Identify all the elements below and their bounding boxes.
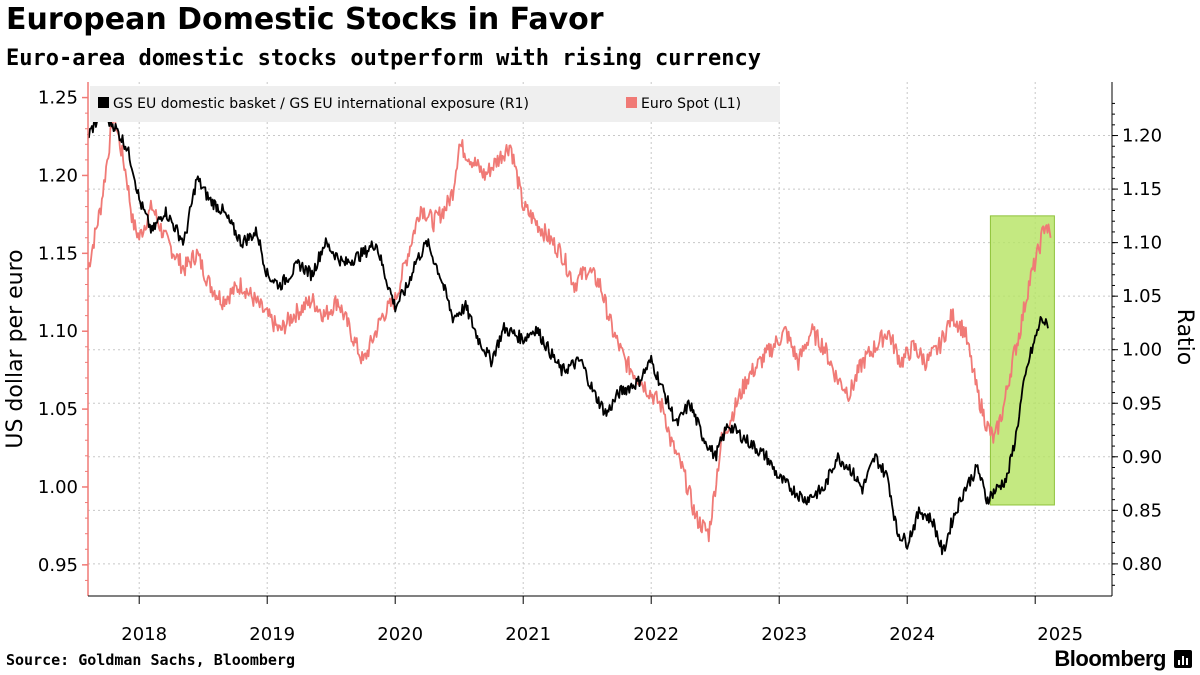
left-tick-label-6: 0.95 (38, 555, 78, 576)
x-tick-label-2: 2020 (377, 624, 423, 645)
legend-label-gs-ratio: GS EU domestic basket / GS EU internatio… (113, 96, 529, 112)
left-axis-title: US dollar per euro (3, 249, 28, 448)
source-note: Source: Goldman Sachs, Bloomberg (6, 651, 295, 669)
x-tick-label-4: 2022 (633, 624, 679, 645)
left-tick-label-1: 1.20 (38, 165, 78, 186)
brand-logo: Bloomberg (1054, 646, 1166, 671)
legend-background (90, 86, 780, 122)
axes-layer: 1.25 1.20 1.15 1.10 1.05 1.00 0.95 1.20 1.15 1.10… (3, 82, 1197, 645)
right-tick-label-6: 0.90 (1122, 447, 1162, 468)
grid-layer (88, 82, 1112, 596)
left-tick-label-5: 1.00 (38, 477, 78, 498)
right-tick-label-2: 1.10 (1122, 233, 1162, 254)
x-tick-label-0: 2018 (121, 624, 167, 645)
right-tick-label-7: 0.85 (1122, 500, 1162, 521)
highlight-box (989, 215, 1055, 506)
legend-swatch-euro-spot (626, 97, 637, 108)
x-tick-label-3: 2021 (505, 624, 551, 645)
x-tick-label-6: 2024 (889, 624, 935, 645)
legend-label-euro-spot: Euro Spot (L1) (641, 96, 741, 112)
x-tick-label-1: 2019 (249, 624, 295, 645)
left-tick-label-3: 1.10 (38, 321, 78, 342)
left-tick-label-2: 1.15 (38, 243, 78, 264)
right-tick-label-0: 1.20 (1122, 126, 1162, 147)
legend: GS EU domestic basket / GS EU internatio… (90, 86, 780, 122)
chart-title: European Domestic Stocks in Favor (6, 2, 604, 37)
left-tick-label-0: 1.25 (38, 88, 78, 109)
right-axis-title: Ratio (1172, 309, 1197, 365)
chart-subtitle: Euro-area domestic stocks outperform wit… (6, 46, 761, 71)
right-tick-label-8: 0.80 (1122, 554, 1162, 575)
right-tick-label-3: 1.05 (1122, 286, 1162, 307)
highlight-layer (989, 215, 1055, 506)
x-tick-label-5: 2023 (761, 624, 807, 645)
bloomberg-chart-icon (1174, 650, 1192, 668)
x-tick-label-7: 2025 (1037, 624, 1083, 645)
right-tick-label-5: 0.95 (1122, 393, 1162, 414)
left-tick-label-4: 1.05 (38, 399, 78, 420)
legend-swatch-gs-ratio (98, 97, 109, 108)
right-tick-label-4: 1.00 (1122, 340, 1162, 361)
series-line-euro-spot (87, 108, 1052, 543)
series-line-gs-ratio (87, 108, 1049, 556)
series-layer (87, 108, 1052, 556)
right-tick-label-1: 1.15 (1122, 179, 1162, 200)
